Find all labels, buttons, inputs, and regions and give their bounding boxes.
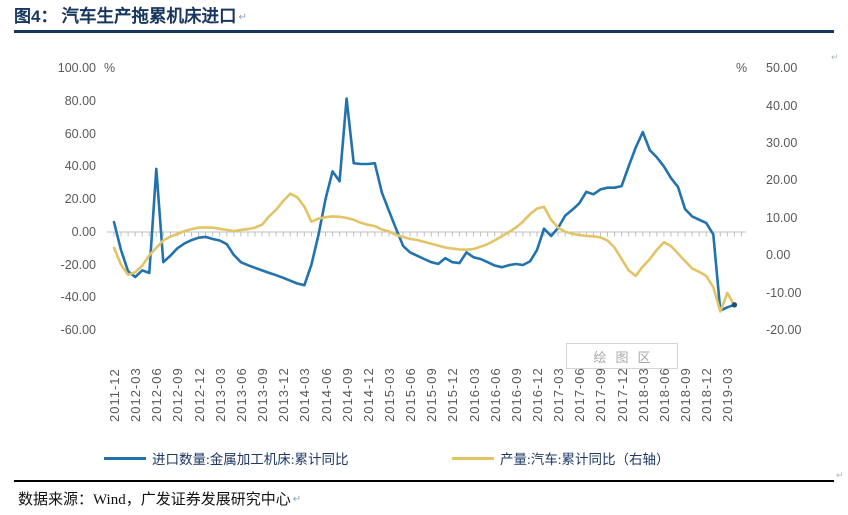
last-point-marker xyxy=(731,302,738,308)
x-axis-tick-label: 2012-03 xyxy=(128,367,144,422)
left-axis-tick-label: 0.00 xyxy=(71,224,96,239)
x-axis-tick-label: 2016-06 xyxy=(487,367,503,422)
left-axis-unit: % xyxy=(104,61,116,75)
auto-production-line xyxy=(112,192,736,313)
x-axis-tick-label: 2014-06 xyxy=(318,367,334,422)
x-axis-tick-label: 2018-12 xyxy=(699,367,715,422)
right-axis-tick-label: 30.00 xyxy=(766,135,798,150)
paragraph-return-icon: ↵ xyxy=(292,494,302,505)
figure-number-label: 图4： xyxy=(14,7,58,26)
data-source-text: 数据来源：Wind，广发证券发展研究中心 xyxy=(18,492,291,508)
x-axis-tick-label: 2014-03 xyxy=(297,367,313,422)
machine-tool-imports-line xyxy=(112,97,736,312)
left-axis-tick-label: 100.00 xyxy=(57,60,96,75)
x-axis-tick-label: 2019-03 xyxy=(720,367,736,422)
paragraph-return-icon: ↵ xyxy=(238,12,247,23)
left-axis-tick-label: -20.00 xyxy=(60,257,96,272)
footer-divider xyxy=(14,480,834,482)
x-axis-tick-label: 2016-12 xyxy=(530,367,545,422)
right-axis-tick-label: 40.00 xyxy=(766,98,798,113)
right-axis-tick-label: -20.00 xyxy=(766,322,802,337)
x-axis-tick-label: 2014-09 xyxy=(339,367,355,422)
x-axis-tick-label: 2014-12 xyxy=(360,367,376,422)
x-axis-tick-label: 2012-12 xyxy=(191,367,207,422)
plot-area-watermark: 绘图区 xyxy=(566,343,678,369)
right-axis-unit: % xyxy=(736,61,748,75)
x-axis-tick-label: 2012-06 xyxy=(149,367,165,422)
legend-item-auto-output: 产量:汽车:累计同比（右轴） xyxy=(452,449,670,467)
left-axis-tick-label: 80.00 xyxy=(64,93,96,108)
right-axis-tick-label: 50.00 xyxy=(766,60,798,75)
auto-output-line-swatch xyxy=(452,456,494,460)
legend-label: 进口数量:金属加工机床:累计同比 xyxy=(152,452,349,467)
legend-label: 产量:汽车:累计同比（右轴） xyxy=(500,452,670,467)
left-axis-tick-label: 40.00 xyxy=(64,159,96,174)
x-axis-tick-label: 2017-03 xyxy=(551,367,567,422)
x-axis-tick-label: 2011-12 xyxy=(107,368,122,422)
right-axis-tick-label: 10.00 xyxy=(766,210,798,225)
left-axis-tick-label: 20.00 xyxy=(64,191,96,206)
x-axis-tick-label: 2015-06 xyxy=(403,367,419,422)
left-axis-tick-label: 60.00 xyxy=(64,126,96,141)
x-axis-tick-label: 2012-09 xyxy=(170,367,186,422)
x-axis-tick-label: 2013-06 xyxy=(233,367,249,422)
paragraph-return-icon: ↵ xyxy=(836,470,844,480)
right-axis-tick-label: 0.00 xyxy=(766,248,791,263)
imports-line-swatch xyxy=(104,456,146,460)
x-axis-tick-label: 2013-09 xyxy=(255,367,271,422)
right-axis-tick-label: -10.00 xyxy=(766,285,802,300)
left-axis-tick-label: -40.00 xyxy=(60,290,96,305)
legend-item-imports: 进口数量:金属加工机床:累计同比 xyxy=(104,449,349,467)
left-axis-tick-label: -60.00 xyxy=(60,322,96,337)
data-source-note: 数据来源：Wind，广发证券发展研究中心 ↵ xyxy=(18,488,301,509)
x-axis-tick-label: 2016-03 xyxy=(466,367,482,422)
x-axis-tick-label: 2015-12 xyxy=(445,367,461,422)
title-divider xyxy=(14,30,834,33)
right-axis-tick-label: 20.00 xyxy=(766,173,798,188)
x-axis-tick-label: 2013-12 xyxy=(276,367,292,422)
x-axis-tick-label: 2018-09 xyxy=(678,367,694,422)
x-axis-tick-label: 2013-03 xyxy=(212,367,228,422)
x-axis-tick-label: 2015-09 xyxy=(424,367,440,422)
x-axis-tick-label: 2016-09 xyxy=(508,367,524,422)
x-axis-tick-label: 2015-03 xyxy=(381,367,397,422)
figure-title: 图4： 汽车生产拖累机床进口 ↵ xyxy=(14,2,247,28)
paragraph-return-icon: ↵ xyxy=(831,52,839,62)
figure-title-text: 汽车生产拖累机床进口 xyxy=(61,6,237,26)
